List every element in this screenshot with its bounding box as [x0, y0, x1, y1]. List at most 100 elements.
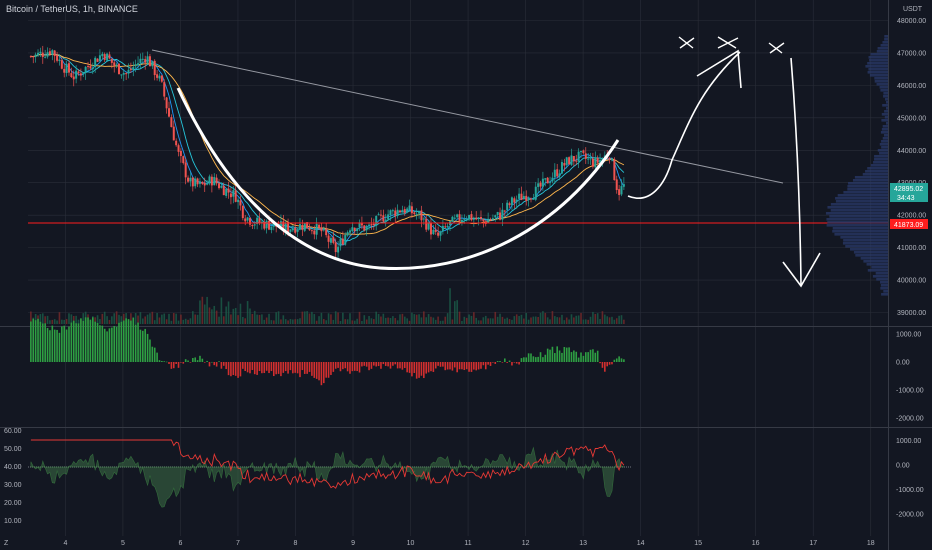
- osc-right-tick-label: 1000.00: [896, 438, 921, 445]
- volume-bar: [511, 319, 513, 324]
- candle-body: [284, 223, 287, 231]
- volume-bar: [370, 318, 373, 324]
- macd-bar: [587, 352, 589, 362]
- macd-bar: [453, 362, 456, 368]
- volume-bar: [144, 316, 146, 324]
- macd-bar: [75, 323, 77, 362]
- candle-body: [137, 63, 140, 66]
- macd-bar: [127, 319, 130, 362]
- macd-bar: [96, 322, 99, 362]
- volume-profile-bar: [879, 143, 888, 146]
- volume-profile-bar: [886, 107, 888, 110]
- time-tick-label: 4: [63, 540, 67, 547]
- candle-body: [487, 219, 490, 224]
- volume-bar: [306, 311, 308, 324]
- macd-bar: [230, 362, 232, 377]
- candle-body: [441, 225, 444, 232]
- volume-profile-bar: [827, 221, 888, 224]
- macd-bar: [446, 362, 449, 370]
- volume-profile-bar: [860, 257, 888, 260]
- volume-profile-bar: [877, 47, 888, 50]
- candle-body: [327, 235, 330, 242]
- volume-bar: [270, 320, 273, 324]
- macd-bar: [94, 321, 96, 362]
- candle-body: [229, 193, 232, 198]
- volume-bar: [458, 311, 461, 324]
- macd-bar: [387, 362, 389, 367]
- volume-bar: [111, 316, 113, 324]
- volume-bar: [203, 304, 206, 324]
- candle-body: [146, 56, 149, 64]
- volume-bar: [218, 316, 220, 324]
- volume-bar: [139, 312, 142, 324]
- volume-profile-bar: [879, 152, 888, 155]
- candle-body: [206, 183, 209, 185]
- macd-bar: [103, 328, 106, 362]
- candle-body: [568, 157, 571, 165]
- macd-bar: [227, 362, 230, 376]
- volume-bar: [161, 314, 163, 324]
- macd-bar: [334, 362, 337, 369]
- candle-body: [34, 54, 37, 58]
- volume-bar: [451, 319, 454, 324]
- macd-bar: [463, 362, 466, 371]
- macd-bar: [330, 362, 332, 375]
- time-axis[interactable]: 4 5 6 7 8 9 10 11 12 13 14 15 16 17 18: [63, 540, 874, 547]
- volume-bar: [389, 317, 392, 324]
- macd-bar: [256, 362, 258, 375]
- candle-body: [387, 214, 390, 220]
- macd-bar: [258, 362, 261, 371]
- time-tick-label: 11: [464, 540, 471, 547]
- candle-body: [556, 169, 559, 177]
- macd-bar: [87, 317, 89, 362]
- volume-bar: [506, 317, 508, 324]
- volume-bar: [142, 318, 144, 324]
- candle-body: [379, 214, 382, 216]
- macd-bar: [63, 325, 66, 362]
- candle-body: [172, 126, 175, 141]
- candle-body: [134, 64, 137, 67]
- volume-bar: [206, 296, 208, 324]
- candle-body: [75, 70, 78, 79]
- volume-bar: [53, 319, 56, 324]
- volume-bar: [106, 316, 108, 324]
- volume-profile-bar: [867, 62, 888, 65]
- volume-bar: [72, 316, 75, 324]
- volume-profile-bar: [881, 119, 888, 122]
- candle-body: [239, 200, 242, 206]
- time-tick-label: 13: [579, 540, 587, 547]
- volume-bar: [222, 316, 225, 324]
- candle-body: [422, 218, 425, 220]
- candle-body: [263, 221, 266, 229]
- volume-bar: [242, 316, 244, 324]
- candle-body: [420, 210, 423, 221]
- candle-body: [429, 222, 432, 235]
- volume-bar: [184, 318, 187, 324]
- macd-bar: [494, 362, 497, 364]
- time-tick-label: 9: [351, 540, 355, 547]
- macd-bar: [346, 362, 349, 372]
- macd-bar: [72, 320, 75, 362]
- candle-body: [103, 54, 106, 60]
- candle-body: [413, 212, 416, 215]
- volume-profile-bar: [847, 188, 888, 191]
- macd-bar: [420, 362, 423, 376]
- volume-profile-bar: [845, 245, 888, 248]
- candle-body: [265, 220, 268, 229]
- candle-body: [225, 188, 228, 196]
- volume-profile-bar: [840, 236, 888, 239]
- volume-bar: [537, 317, 539, 324]
- candle-body: [198, 181, 201, 184]
- candle-body: [48, 51, 51, 55]
- candle-body: [113, 62, 116, 66]
- candle-body: [613, 159, 616, 181]
- price-axis[interactable]: 48000.00 47000.00 46000.00 45000.00 44000.00…: [897, 18, 926, 317]
- macd-bar: [151, 346, 154, 362]
- volume-bar: [611, 316, 613, 324]
- volume-bar: [565, 317, 568, 324]
- macd-bar: [118, 322, 120, 362]
- volume-layer: [30, 288, 625, 324]
- macd-bar: [368, 362, 370, 371]
- macd-bar: [32, 318, 35, 362]
